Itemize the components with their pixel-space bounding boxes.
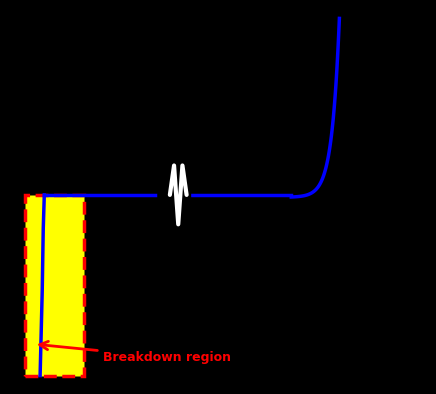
- Bar: [25, 195, 84, 375]
- Text: Breakdown region: Breakdown region: [40, 341, 231, 364]
